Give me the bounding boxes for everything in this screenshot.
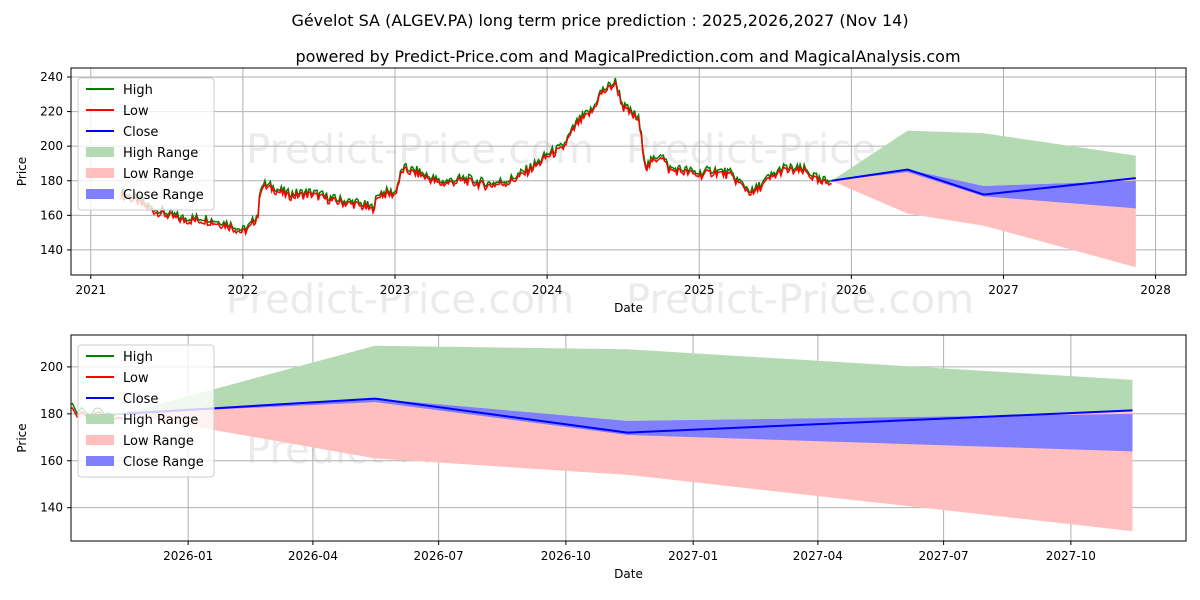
- y-axis-label: Price: [15, 157, 29, 186]
- chart-subtitle: powered by Predict-Price.com and Magical…: [295, 47, 960, 66]
- plot-area: [71, 345, 1133, 532]
- low-line: [120, 80, 832, 237]
- legend-label-close-range: Close Range: [123, 188, 204, 203]
- legend-label-high-range: High Range: [123, 413, 198, 428]
- y-tick-label: 160: [40, 208, 63, 222]
- legend-swatch-low-range: [86, 435, 114, 445]
- legend-swatch-close-range: [86, 189, 114, 199]
- legend-label-close: Close: [123, 125, 158, 140]
- y-tick-label: 160: [40, 454, 63, 468]
- close-range-band: [122, 398, 1133, 452]
- chart-title: Gévelot SA (ALGEV.PA) long term price pr…: [291, 11, 908, 30]
- close-line: [122, 397, 1133, 434]
- legend-swatch-high-range: [86, 414, 114, 424]
- y-tick-label: 200: [40, 360, 63, 374]
- high-range-band: [831, 130, 1136, 186]
- y-tick-label: 140: [40, 243, 63, 257]
- y-tick-label: 200: [40, 139, 63, 153]
- y-axis-label: Price: [15, 423, 29, 452]
- close-line: [831, 168, 1136, 196]
- x-tick-label: 2026-07: [414, 549, 464, 563]
- legend-swatch-close-range: [86, 456, 114, 466]
- legend-label-close-range: Close Range: [123, 455, 204, 470]
- x-tick-label: 2027-10: [1046, 549, 1096, 563]
- y-tick-label: 180: [40, 174, 63, 188]
- x-tick-label: 2026: [836, 283, 867, 297]
- legend-label-low: Low: [123, 371, 149, 386]
- legend-swatch-low-range: [86, 168, 114, 178]
- x-tick-label: 2028: [1140, 283, 1171, 297]
- watermark: Predict-Price.com: [226, 277, 574, 323]
- x-tick-label: 2026-04: [288, 549, 338, 563]
- legend-label-low: Low: [123, 104, 149, 119]
- legend: High Low Close High Range Low Range Close Ran…: [77, 344, 215, 478]
- y-tick-label: 140: [40, 501, 63, 515]
- x-axis-label: Date: [614, 567, 643, 581]
- legend-label-low-range: Low Range: [123, 434, 194, 449]
- x-tick-label: 2023: [380, 283, 411, 297]
- y-tick-label: 220: [40, 105, 63, 119]
- x-tick-label: 2026-10: [541, 549, 591, 563]
- x-tick-label: 2021: [76, 283, 107, 297]
- x-tick-label: 2027-01: [668, 549, 718, 563]
- axes-frame: [70, 334, 1187, 542]
- x-tick-label: 2025: [684, 283, 715, 297]
- panel-overview: Predict-Price.com Predict-Price.com Predic…: [15, 67, 1187, 323]
- legend-label-low-range: Low Range: [123, 167, 194, 182]
- legend: High Low Close High Range Low Range Close Ran…: [77, 77, 215, 211]
- legend-swatch-high-range: [86, 147, 114, 157]
- x-tick-label: 2027: [988, 283, 1019, 297]
- x-tick-label: 2024: [532, 283, 563, 297]
- legend-label-high: High: [123, 83, 153, 98]
- x-axis-label: Date: [614, 301, 643, 315]
- y-tick-label: 240: [40, 70, 63, 84]
- axes-frame: [70, 67, 1187, 276]
- high-line: [120, 77, 832, 234]
- y-tick-label: 180: [40, 407, 63, 421]
- watermark: Predict-Price.com: [626, 277, 974, 323]
- x-tick-label: 2026-01: [163, 549, 213, 563]
- legend-label-high: High: [123, 350, 153, 365]
- close-range-band: [831, 169, 1136, 209]
- legend-label-high-range: High Range: [123, 146, 198, 161]
- x-tick-label: 2022: [228, 283, 259, 297]
- plot-area: [120, 77, 1136, 268]
- watermark: Predict-Price.com: [246, 127, 594, 173]
- panel-zoomed: Predict-Price.comPredict-Price.com2026-0…: [15, 334, 1187, 581]
- x-tick-label: 2027-04: [793, 549, 843, 563]
- high-range-band: [122, 345, 1133, 421]
- x-tick-label: 2027-07: [919, 549, 969, 563]
- legend-label-close: Close: [123, 392, 158, 407]
